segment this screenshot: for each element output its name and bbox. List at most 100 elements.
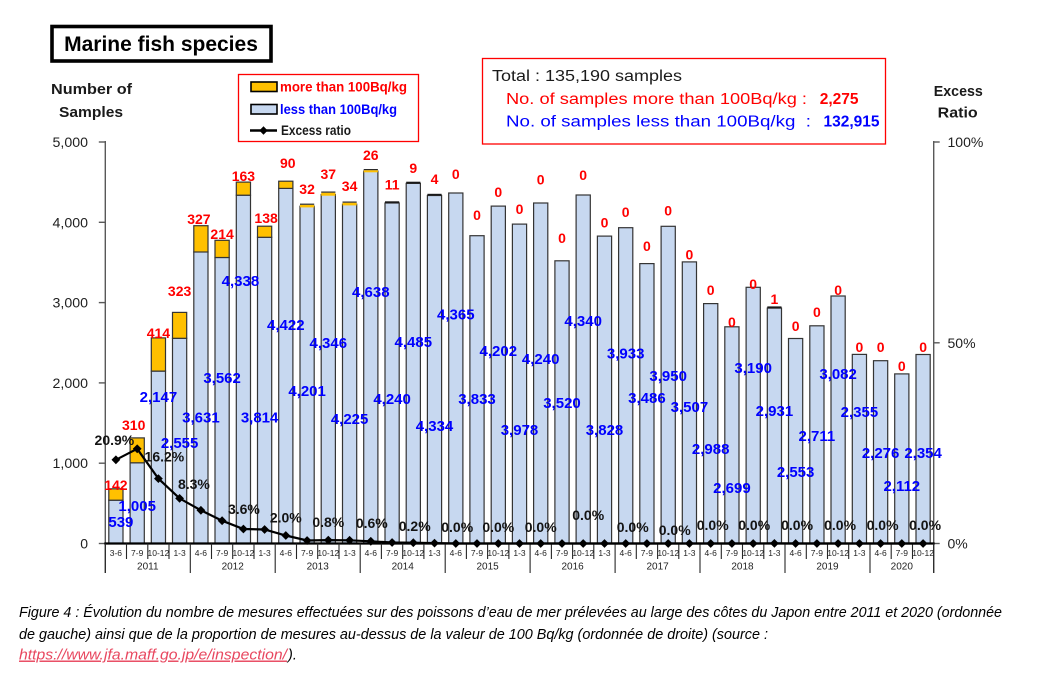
svg-text:4-6: 4-6	[450, 548, 463, 558]
svg-text:539: 539	[108, 514, 133, 531]
svg-text:4,240: 4,240	[373, 391, 411, 408]
svg-text:2,276: 2,276	[862, 445, 900, 462]
svg-text:1: 1	[771, 291, 779, 307]
svg-text:2,000: 2,000	[53, 375, 89, 391]
svg-text:4-6: 4-6	[789, 548, 802, 558]
svg-text:de gauche) ainsi que de la pro: de gauche) ainsi que de la proportion de…	[19, 627, 768, 643]
svg-text:7-9: 7-9	[386, 548, 399, 558]
svg-text:4,240: 4,240	[522, 351, 560, 368]
svg-text:3,507: 3,507	[671, 399, 709, 416]
svg-text:0: 0	[728, 314, 736, 330]
svg-text:9: 9	[409, 160, 417, 176]
svg-text:3,486: 3,486	[628, 390, 666, 407]
svg-text:1-3: 1-3	[683, 548, 696, 558]
svg-text:4-6: 4-6	[280, 548, 293, 558]
svg-text:10-12: 10-12	[317, 548, 339, 558]
svg-text:0.2%: 0.2%	[399, 518, 431, 534]
svg-text:0.0%: 0.0%	[909, 517, 941, 533]
svg-text:4,340: 4,340	[564, 313, 602, 330]
svg-text:No. of samples less than 100Bq: No. of samples less than 100Bq/kg :	[506, 114, 811, 131]
svg-text:0: 0	[622, 204, 630, 220]
svg-text:2016: 2016	[561, 562, 584, 573]
svg-text:10-12: 10-12	[742, 548, 764, 558]
svg-text:0: 0	[792, 318, 800, 334]
svg-text:0: 0	[898, 358, 906, 374]
svg-text:0.0%: 0.0%	[617, 519, 649, 535]
svg-text:0: 0	[919, 339, 927, 355]
svg-text:2013: 2013	[307, 562, 330, 573]
svg-text:3,562: 3,562	[203, 370, 241, 387]
svg-text:0.0%: 0.0%	[441, 519, 473, 535]
svg-text:0.0%: 0.0%	[525, 519, 557, 535]
svg-text:1-3: 1-3	[853, 548, 866, 558]
svg-text:0: 0	[749, 276, 757, 292]
svg-text:4,485: 4,485	[395, 334, 433, 351]
svg-text:50%: 50%	[948, 335, 976, 351]
svg-text:7-9: 7-9	[471, 548, 484, 558]
svg-text:4,338: 4,338	[222, 273, 260, 290]
svg-text:4-6: 4-6	[365, 548, 378, 558]
svg-text:https://www.jfa.maff.go.jp/e/i: https://www.jfa.maff.go.jp/e/inspection/	[19, 648, 289, 664]
svg-text:0: 0	[494, 184, 502, 200]
svg-text:2,699: 2,699	[713, 480, 751, 497]
svg-text:5,000: 5,000	[53, 134, 89, 150]
svg-text:4,000: 4,000	[53, 214, 89, 230]
svg-text:4,334: 4,334	[416, 418, 454, 435]
svg-text:1,000: 1,000	[53, 455, 89, 471]
svg-text:0: 0	[643, 238, 651, 254]
svg-text:3,631: 3,631	[182, 410, 220, 427]
svg-text:0: 0	[558, 230, 566, 246]
svg-text:7-9: 7-9	[641, 548, 654, 558]
svg-text:3,933: 3,933	[607, 346, 645, 363]
svg-text:1-3: 1-3	[513, 548, 526, 558]
svg-text:3.6%: 3.6%	[228, 501, 260, 517]
svg-text:1,005: 1,005	[118, 498, 156, 515]
svg-text:2011: 2011	[137, 562, 159, 573]
svg-text:0.0%: 0.0%	[867, 517, 899, 533]
svg-text:1-3: 1-3	[598, 548, 611, 558]
svg-text:1-3: 1-3	[258, 548, 271, 558]
svg-text:0: 0	[80, 536, 88, 552]
svg-text:4-6: 4-6	[535, 548, 548, 558]
svg-text:2015: 2015	[476, 562, 499, 573]
svg-text:more than 100Bq/kg: more than 100Bq/kg	[280, 80, 407, 95]
svg-text:4,422: 4,422	[267, 317, 305, 334]
svg-text:2017: 2017	[646, 562, 669, 573]
svg-text:2020: 2020	[891, 562, 914, 573]
svg-text:138: 138	[254, 210, 278, 226]
svg-text:4,346: 4,346	[310, 335, 348, 352]
svg-text:10-12: 10-12	[827, 548, 849, 558]
svg-text:90: 90	[280, 155, 296, 171]
svg-text:10-12: 10-12	[487, 548, 509, 558]
svg-text:2,711: 2,711	[799, 428, 836, 445]
svg-text:0%: 0%	[948, 536, 968, 552]
svg-text:2018: 2018	[731, 562, 754, 573]
svg-text:4,225: 4,225	[331, 411, 369, 428]
svg-text:Total : 135,190 samples: Total : 135,190 samples	[492, 68, 682, 85]
svg-text:Ratio: Ratio	[938, 105, 978, 122]
svg-text:Excess: Excess	[934, 83, 983, 100]
svg-text:0: 0	[516, 201, 524, 217]
svg-text:0: 0	[707, 282, 715, 298]
svg-text:4-6: 4-6	[874, 548, 887, 558]
svg-text:0: 0	[856, 339, 864, 355]
svg-text:Number of: Number of	[51, 81, 133, 98]
svg-text:327: 327	[187, 211, 211, 227]
svg-text:1-3: 1-3	[768, 548, 781, 558]
svg-text:163: 163	[232, 168, 256, 184]
svg-text:100%: 100%	[948, 134, 984, 150]
svg-text:10-12: 10-12	[657, 548, 679, 558]
svg-text:0.8%: 0.8%	[312, 514, 344, 530]
svg-text:2014: 2014	[392, 562, 415, 573]
svg-text:No. of samples more than 100Bq: No. of samples more than 100Bq/kg :	[506, 91, 807, 108]
svg-text:7-9: 7-9	[726, 548, 739, 558]
svg-text:3,082: 3,082	[819, 366, 857, 383]
svg-text:20.9%: 20.9%	[95, 432, 135, 448]
svg-text:0: 0	[537, 171, 545, 187]
svg-text:1-3: 1-3	[173, 548, 186, 558]
svg-text:7-9: 7-9	[216, 548, 229, 558]
svg-text:2,931: 2,931	[756, 403, 794, 420]
svg-text:0: 0	[664, 202, 672, 218]
svg-text:0: 0	[473, 207, 481, 223]
svg-text:3-6: 3-6	[110, 548, 123, 558]
